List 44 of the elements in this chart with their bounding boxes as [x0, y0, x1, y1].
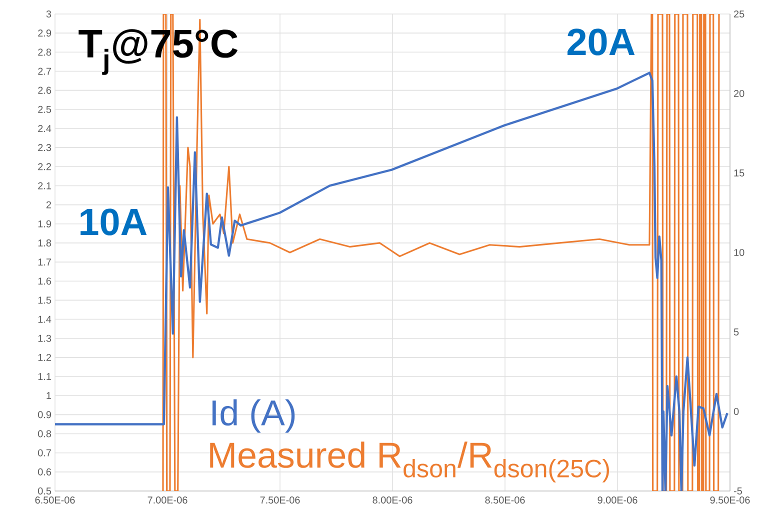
- x-tick-label: 8.00E-06: [372, 496, 412, 504]
- x-tick-label: 9.00E-06: [598, 496, 638, 504]
- y-tick-label: 3: [46, 10, 52, 18]
- x-tick-label: 8.50E-06: [485, 496, 525, 504]
- y-tick-label: 2.1: [38, 182, 52, 190]
- y-tick-label: 2.8: [38, 48, 52, 56]
- y2-tick-label: -5: [734, 488, 742, 494]
- x-tick-label: 7.50E-06: [260, 496, 300, 504]
- y-tick-label: 0.9: [38, 411, 52, 418]
- y-tick-label: 1.6: [38, 278, 52, 285]
- y-tick-label: 0.6: [38, 468, 52, 476]
- y-tick-label: 2.4: [38, 125, 52, 132]
- y2-tick-label: 25: [734, 10, 744, 18]
- y-tick-label: 0.5: [38, 487, 52, 495]
- y-tick-label: 1.1: [38, 373, 52, 380]
- y2-tick-label: 5: [734, 328, 739, 336]
- y-tick-label: 2.2: [38, 163, 51, 170]
- y-tick-label: 1.5: [38, 296, 52, 304]
- y-tick-label: 1.7: [38, 258, 51, 266]
- annotation: 10A: [80, 208, 147, 236]
- series-label: Id (A): [212, 399, 295, 433]
- x-tick-label: 7.00E-06: [148, 496, 188, 504]
- annotation: 20A: [568, 28, 635, 56]
- y2-tick-label: 20: [734, 90, 744, 98]
- y-tick-label: 1.4: [38, 316, 52, 323]
- y-tick-label: 1: [46, 392, 51, 400]
- y-tick-label: 2: [46, 201, 51, 208]
- y-tick-label: 2.6: [38, 86, 52, 94]
- y-tick-label: 1.2: [38, 354, 51, 361]
- y-tick-label: 0.8: [38, 430, 52, 438]
- y-tick-label: 2.9: [38, 30, 52, 37]
- y2-tick-label: 10: [734, 248, 744, 256]
- x-tick-label: 6.50E-06: [35, 496, 75, 504]
- x-tick-label: 9.50E-06: [710, 496, 750, 504]
- y-tick-label: 0.7: [38, 449, 51, 456]
- y-tick-label: 2.3: [38, 144, 52, 152]
- y-tick-label: 2.5: [38, 106, 52, 113]
- y-tick-label: 1.8: [38, 239, 52, 246]
- series-label: Measured R$_{dson}$/R$_{dson(25C)}$: [210, 442, 609, 482]
- y2-tick-label: 15: [734, 170, 744, 176]
- y-tick-label: 1.9: [38, 220, 52, 228]
- y-tick-label: 2.7: [38, 68, 51, 75]
- y-tick-label: 1.3: [38, 334, 52, 342]
- y2-tick-label: 0: [734, 408, 739, 416]
